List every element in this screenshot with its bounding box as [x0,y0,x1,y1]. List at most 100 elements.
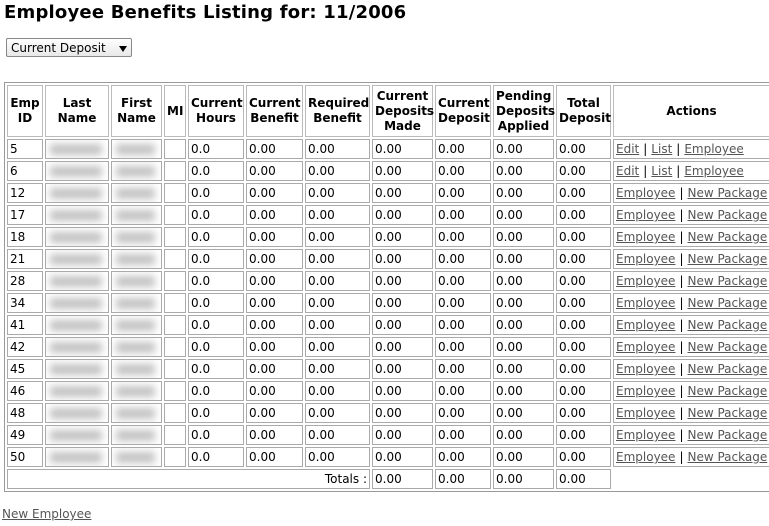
redacted-text [50,276,102,287]
required-cell: 0.00 [305,425,370,445]
redacted-text [50,144,102,155]
column-header: Emp ID [7,85,43,137]
first-name-cell [111,425,162,445]
mi-cell [164,249,186,269]
action-separator: | [679,296,684,310]
deposit-filter-select[interactable]: Current Deposit [6,38,132,57]
action-link[interactable]: Employee [616,450,676,464]
action-link[interactable]: Employee [616,384,676,398]
table-body: 5 0.0 0.00 0.00 0.00 0.00 0.00 0.00 Edit | List | Em… [7,139,769,489]
action-link[interactable]: Employee [616,362,676,376]
action-link[interactable]: Employee [684,142,744,156]
hours-cell: 0.0 [188,447,244,467]
emp-id-cell: 46 [7,381,43,401]
action-link[interactable]: New Package [687,186,768,200]
benefit-cell: 0.00 [246,271,303,291]
required-cell: 0.00 [305,359,370,379]
empty-cell [613,469,769,489]
column-header: Actions [613,85,769,137]
required-cell: 0.00 [305,447,370,467]
action-link[interactable]: New Package [687,296,768,310]
action-separator: | [679,318,684,332]
redacted-text [50,210,102,221]
action-link[interactable]: New Package [687,428,768,442]
action-separator: | [679,274,684,288]
actions-cell: Employee | New Package [613,381,769,401]
benefit-cell: 0.00 [246,139,303,159]
column-header: Last Name [45,85,109,137]
action-link[interactable]: Employee [616,252,676,266]
action-link[interactable]: Employee [616,318,676,332]
first-name-cell [111,139,162,159]
required-cell: 0.00 [305,227,370,247]
made-cell: 0.00 [372,161,433,181]
benefit-cell: 0.00 [246,227,303,247]
actions-cell: Employee | New Package [613,447,769,467]
action-link[interactable]: Employee [616,186,676,200]
employee-row: 28 0.0 0.00 0.00 0.00 0.00 0.00 0.00 Employee | Ne… [7,271,769,291]
action-link[interactable]: New Package [687,274,768,288]
emp-id-cell: 42 [7,337,43,357]
action-link[interactable]: Edit [616,164,640,178]
redacted-text [50,452,102,463]
last-name-cell [45,359,109,379]
mi-cell [164,293,186,313]
pending-cell: 0.00 [493,139,554,159]
benefits-table: Emp ID Last Name First Name MI Current Hours… [4,82,769,492]
required-cell: 0.00 [305,249,370,269]
actions-cell: Employee | New Package [613,425,769,445]
employee-row: 49 0.0 0.00 0.00 0.00 0.00 0.00 0.00 Employee | Ne… [7,425,769,445]
redacted-text [50,232,102,243]
action-link[interactable]: Employee [616,208,676,222]
column-header: Current Hours [188,85,244,137]
action-link[interactable]: New Package [687,362,768,376]
hours-cell: 0.0 [188,381,244,401]
redacted-text [116,298,155,309]
action-link[interactable]: Employee [616,230,676,244]
action-link[interactable]: List [651,164,673,178]
action-link[interactable]: Employee [684,164,744,178]
action-link[interactable]: New Package [687,318,768,332]
action-link[interactable]: Employee [616,274,676,288]
employee-row: 41 0.0 0.00 0.00 0.00 0.00 0.00 0.00 Employee | Ne… [7,315,769,335]
action-link[interactable]: New Package [687,450,768,464]
action-link[interactable]: New Package [687,384,768,398]
benefit-cell: 0.00 [246,425,303,445]
new-employee-link[interactable]: New Employee [2,507,92,521]
deposit-cell: 0.00 [435,183,491,203]
action-link[interactable]: New Package [687,406,768,420]
redacted-text [50,298,102,309]
action-link[interactable]: List [651,142,673,156]
action-link[interactable]: New Package [687,340,768,354]
last-name-cell [45,271,109,291]
column-header: Total Deposit [556,85,611,137]
hours-cell: 0.0 [188,139,244,159]
actions-cell: Employee | New Package [613,403,769,423]
action-link[interactable]: New Package [687,230,768,244]
total-cell: 0.00 [556,337,611,357]
action-link[interactable]: Employee [616,340,676,354]
mi-cell [164,227,186,247]
required-cell: 0.00 [305,183,370,203]
action-link[interactable]: Employee [616,296,676,310]
total-cell: 0.00 [556,205,611,225]
total-cell: 0.00 [556,271,611,291]
employee-row: 42 0.0 0.00 0.00 0.00 0.00 0.00 0.00 Employee | Ne… [7,337,769,357]
action-link[interactable]: New Package [687,252,768,266]
first-name-cell [111,205,162,225]
action-link[interactable]: Edit [616,142,640,156]
made-cell: 0.00 [372,403,433,423]
total-cell: 0.00 [556,161,611,181]
pending-cell: 0.00 [493,271,554,291]
total-cell: 0.00 [556,403,611,423]
emp-id-cell: 41 [7,315,43,335]
deposit-cell: 0.00 [435,403,491,423]
hours-cell: 0.0 [188,227,244,247]
action-link[interactable]: New Package [687,208,768,222]
action-link[interactable]: Employee [616,406,676,420]
mi-cell [164,403,186,423]
action-link[interactable]: Employee [616,428,676,442]
last-name-cell [45,227,109,247]
column-header: Current Benefit [246,85,303,137]
